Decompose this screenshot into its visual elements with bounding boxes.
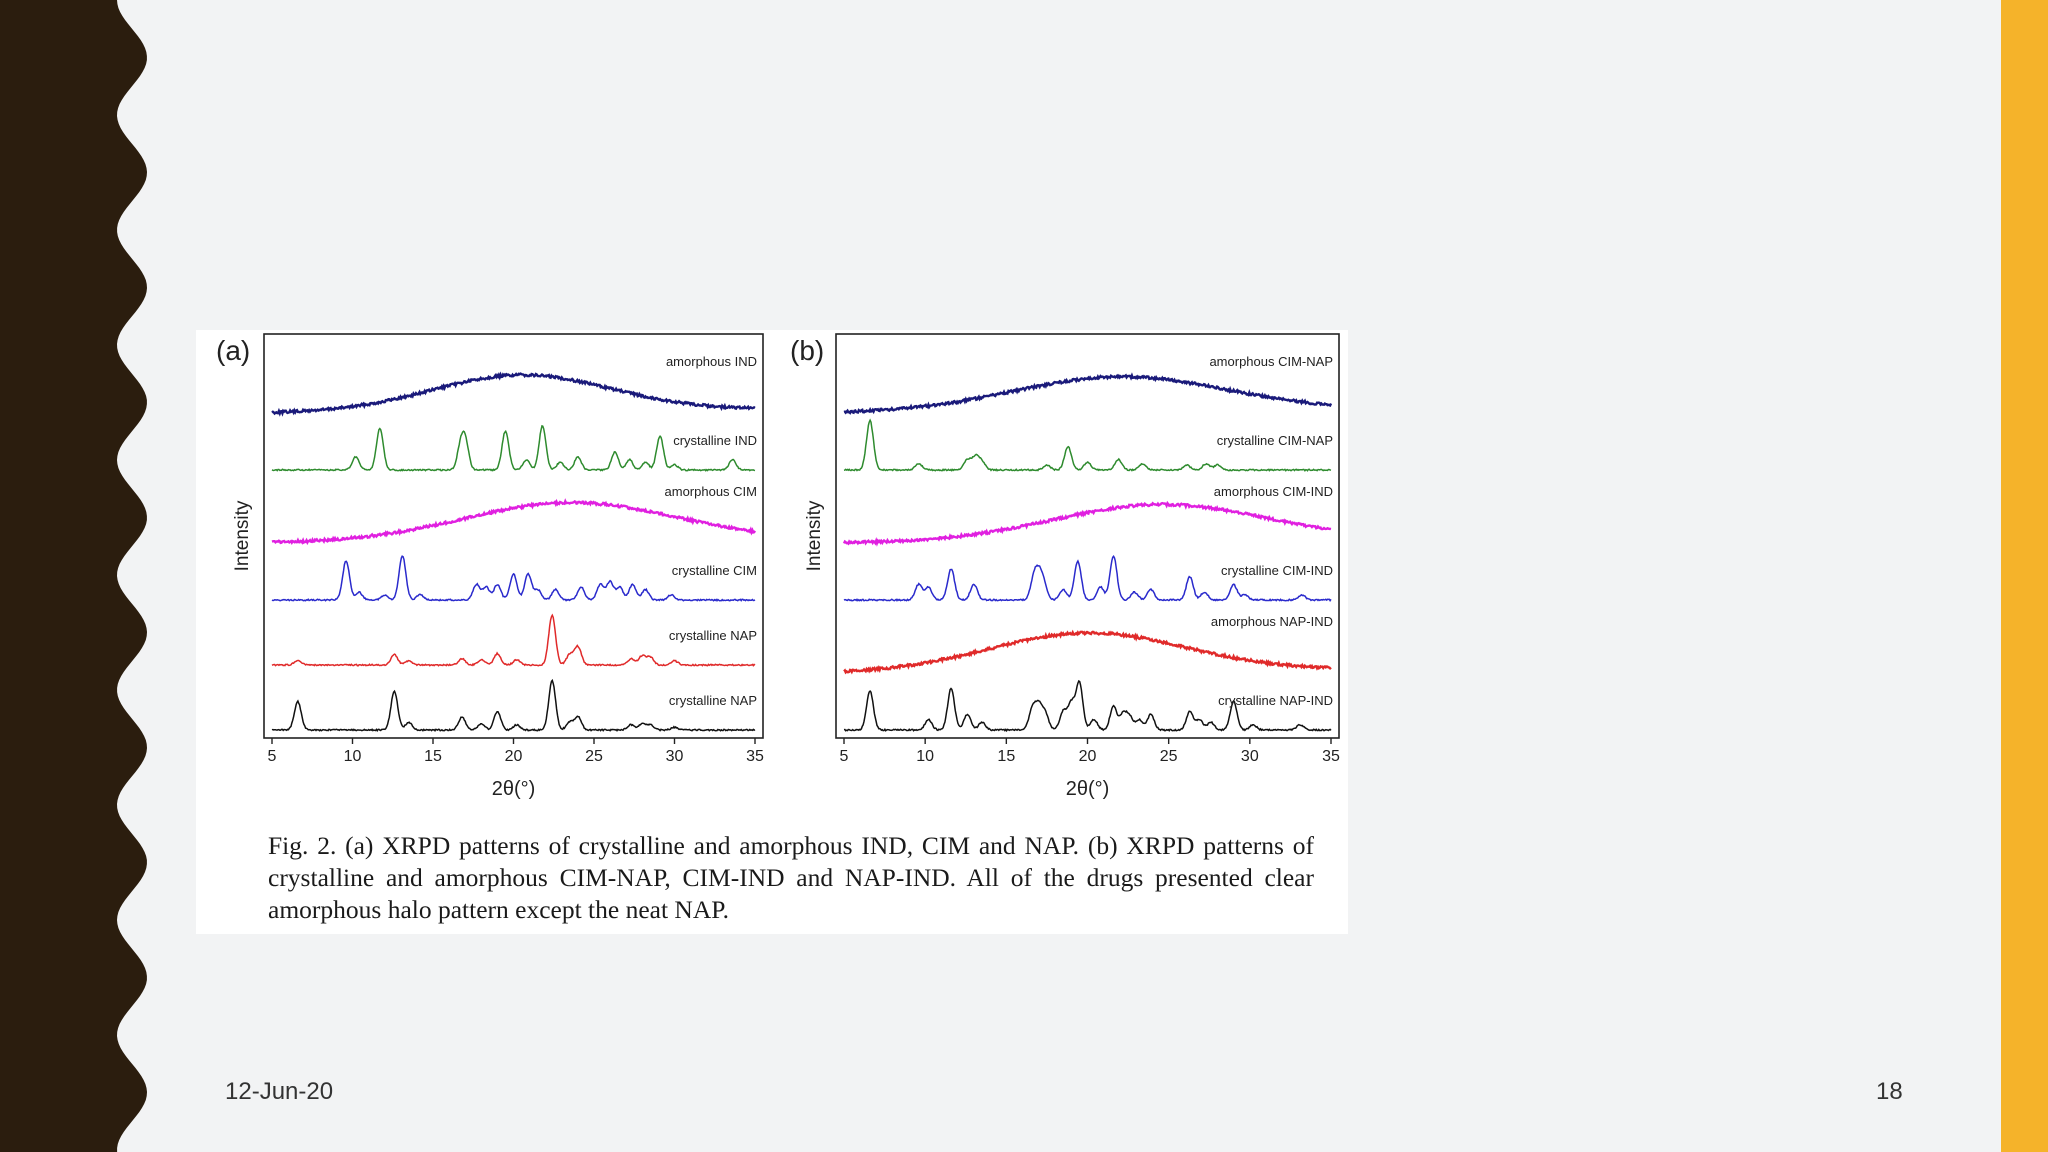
- series-line: [271, 498, 757, 546]
- x-tick-label: 15: [997, 748, 1015, 765]
- x-tick-label: 10: [344, 748, 362, 765]
- series-label: crystalline CIM-NAP: [1217, 433, 1333, 448]
- x-tick-label: 35: [1322, 748, 1340, 765]
- x-tick-label: 5: [268, 748, 277, 765]
- figure-panel: (a) Intensity 5 10 15 20 25 30 35 2θ(°) amorphous …: [196, 330, 1348, 934]
- series-line: [842, 500, 1332, 547]
- panel-label: (a): [216, 335, 250, 366]
- y-axis-label: Intensity: [232, 500, 253, 571]
- series-label: crystalline NAP-IND: [1218, 693, 1333, 708]
- panel-label: (b): [790, 335, 824, 366]
- series-label: amorphous CIM: [665, 484, 757, 499]
- series-line: [271, 371, 756, 417]
- series-line: [843, 372, 1333, 415]
- chart-panel-a: (a) Intensity 5 10 15 20 25 30 35 2θ(°) amorphous …: [216, 333, 764, 800]
- series-label: crystalline NAP: [669, 628, 757, 643]
- series-label: amorphous NAP-IND: [1211, 614, 1333, 629]
- series-line: [271, 613, 756, 667]
- slide-page-number: 18: [1876, 1078, 1903, 1105]
- x-tick-label: 30: [1241, 748, 1259, 765]
- slide-date: 12-Jun-20: [225, 1078, 334, 1105]
- y-axis-label: Intensity: [804, 500, 825, 571]
- series-line: [843, 679, 1332, 733]
- x-axis-label: 2θ(°): [492, 778, 536, 800]
- x-tick-label: 25: [585, 748, 603, 765]
- x-tick-label: 25: [1160, 748, 1178, 765]
- figure-caption: Fig. 2. (a) XRPD patterns of crystalline…: [268, 831, 1314, 924]
- x-tick-label: 30: [666, 748, 684, 765]
- series-line: [271, 555, 756, 602]
- series-label: amorphous CIM-IND: [1214, 484, 1333, 499]
- series-label: crystalline NAP: [669, 693, 757, 708]
- x-tick-label: 5: [840, 748, 849, 765]
- x-tick-label: 20: [505, 748, 523, 765]
- wave-shape: [0, 0, 147, 1152]
- decorative-wave-band: [0, 0, 147, 1152]
- x-tick-label: 35: [746, 748, 764, 765]
- plot-frame: [835, 333, 1340, 739]
- series-line: [843, 554, 1332, 602]
- x-axis-label: 2θ(°): [1066, 778, 1110, 800]
- series-line: [843, 629, 1332, 675]
- x-tick-label: 10: [916, 748, 934, 765]
- xrpd-figure: (a) Intensity 5 10 15 20 25 30 35 2θ(°) amorphous …: [216, 333, 1340, 800]
- series-label: crystalline CIM-IND: [1221, 563, 1333, 578]
- chart-panel-b: (b) Intensity 5 10 15 20 25 30 35 2θ(°) amorphous …: [790, 333, 1340, 800]
- series-line: [271, 424, 756, 472]
- x-tick-label: 15: [424, 748, 442, 765]
- series-label: crystalline CIM: [672, 563, 757, 578]
- series-line: [843, 418, 1332, 472]
- plot-frame: [263, 333, 764, 739]
- accent-bar: [2001, 0, 2048, 1152]
- x-tick-label: 20: [1079, 748, 1097, 765]
- series-label: amorphous CIM-NAP: [1209, 354, 1333, 369]
- series-line: [271, 678, 756, 733]
- series-label: amorphous IND: [666, 354, 757, 369]
- series-label: crystalline IND: [673, 433, 757, 448]
